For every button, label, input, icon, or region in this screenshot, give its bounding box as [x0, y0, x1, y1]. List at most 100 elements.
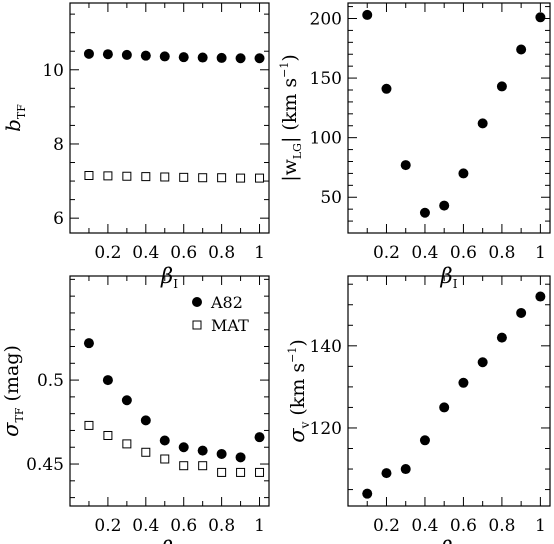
data-point-sigma-v: [439, 402, 450, 413]
y-tick-label: 150: [310, 69, 342, 89]
data-point-sigma-tf-mat: [255, 467, 265, 477]
x-tick-label: 1: [535, 516, 546, 536]
legend-marker-mat: [192, 320, 202, 330]
x-tick-label: 1: [254, 516, 265, 536]
data-point-b-tf-square: [84, 171, 94, 180]
data-point-w-lg: [516, 44, 527, 55]
data-point-sigma-tf-a82: [197, 445, 208, 456]
y-tick-label: 100: [310, 129, 342, 149]
data-point-sigma-tf-mat: [84, 420, 94, 430]
data-point-sigma-tf-a82: [140, 415, 151, 426]
x-tick-label: 0.8: [208, 516, 235, 536]
data-point-b-tf-square: [122, 171, 132, 181]
data-point-w-lg: [535, 12, 546, 23]
x-tick-label: 0.4: [411, 243, 438, 263]
x-axis-label: βI: [440, 537, 458, 544]
x-tick-label: 0.6: [450, 516, 477, 536]
data-point-b-tf-square: [103, 171, 113, 181]
data-point-b-tf: [216, 52, 227, 63]
data-point-sigma-tf-mat: [217, 467, 227, 477]
data-point-b-tf: [121, 49, 132, 60]
x-tick-label: 0.2: [373, 243, 400, 263]
data-point-sigma-tf-a82: [178, 442, 189, 453]
plot-frame: [347, 275, 551, 507]
data-point-sigma-tf-mat: [103, 430, 113, 440]
data-point-b-tf-square: [141, 172, 151, 182]
panel-sigma-v: 0.2 0.4 0.6 0.8 1 120 140 βI σv (km s−1): [285, 275, 551, 544]
data-point-b-tf-square: [179, 172, 189, 182]
data-point-w-lg: [477, 118, 488, 129]
data-point-sigma-tf-a82: [216, 448, 227, 459]
y-tick-label: 200: [310, 9, 342, 29]
plot-frame: [69, 275, 270, 507]
plot-frame: [69, 2, 270, 234]
data-point-w-lg: [362, 9, 373, 20]
data-point-sigma-v: [458, 377, 469, 388]
data-point-w-lg: [381, 83, 392, 94]
data-point-sigma-v: [496, 332, 507, 343]
data-point-sigma-v: [400, 464, 411, 475]
y-tick-label: 0.5: [37, 371, 64, 391]
y-tick-label: 6: [53, 209, 64, 229]
y-tick-label: 120: [310, 419, 342, 439]
data-point-sigma-v: [535, 291, 546, 302]
x-tick-label: 0.6: [170, 243, 197, 263]
data-point-w-lg: [439, 200, 450, 211]
data-point-sigma-v: [381, 468, 392, 479]
x-tick-label: 0.6: [170, 516, 197, 536]
x-tick-label: 1: [254, 243, 265, 263]
data-point-b-tf-square: [255, 173, 265, 183]
x-tick-label: 0.4: [411, 516, 438, 536]
x-tick-label: 0.2: [373, 516, 400, 536]
x-tick-label: 0.6: [450, 243, 477, 263]
data-point-sigma-tf-a82: [159, 435, 170, 446]
data-point-b-tf: [83, 48, 94, 59]
data-point-b-tf: [235, 53, 246, 64]
data-point-b-tf: [102, 49, 113, 60]
x-tick-label: 0.8: [488, 243, 515, 263]
x-tick-label: 0.4: [132, 243, 159, 263]
data-point-sigma-tf-mat: [236, 467, 246, 477]
panel-b-tf: 0.2 0.4 0.6 0.8 1 6 8 10 βI bTF: [1, 2, 270, 291]
data-point-b-tf: [178, 52, 189, 63]
x-tick-label: 1: [535, 243, 546, 263]
x-axis-label: βI: [440, 264, 458, 291]
data-point-sigma-tf-mat: [198, 461, 208, 471]
y-axis-label: |wLG| (km s−1): [278, 54, 304, 182]
data-point-b-tf-square: [198, 173, 208, 183]
x-tick-label: 0.2: [94, 243, 121, 263]
data-point-sigma-tf-a82: [102, 375, 113, 386]
data-point-sigma-tf-mat: [122, 439, 132, 449]
data-point-sigma-v: [516, 307, 527, 318]
data-point-b-tf: [140, 50, 151, 61]
data-point-sigma-tf-a82: [235, 452, 246, 463]
data-point-b-tf-square: [217, 173, 227, 183]
y-tick-label: 10: [42, 61, 64, 81]
y-tick-label: 140: [310, 337, 342, 357]
data-point-sigma-tf-mat: [160, 454, 170, 464]
data-point-sigma-tf-a82: [254, 432, 265, 443]
y-axis-label: σv (km s−1): [285, 339, 312, 443]
x-tick-label: 0.8: [488, 516, 515, 536]
x-tick-label: 0.4: [132, 516, 159, 536]
legend-marker-a82: [192, 297, 202, 307]
x-axis-label: βI: [160, 537, 178, 544]
x-tick-label: 0.8: [208, 243, 235, 263]
data-point-w-lg: [496, 81, 507, 92]
data-point-b-tf: [159, 51, 170, 62]
legend-label-a82: A82: [210, 293, 243, 312]
panel-sigma-tf: 0.2 0.4 0.6 0.8 1 0.45 0.5 βI σTF (mag) A82 MAT: [0, 275, 270, 544]
data-point-sigma-v: [362, 488, 373, 499]
y-axis-label: bTF: [1, 104, 28, 132]
data-point-b-tf-square: [236, 173, 246, 183]
y-tick-label: 50: [320, 188, 342, 208]
data-point-sigma-v: [477, 357, 488, 368]
data-point-b-tf: [254, 53, 265, 64]
x-axis-label: βI: [160, 264, 178, 291]
data-point-sigma-tf-a82: [83, 338, 94, 349]
y-tick-label: 8: [53, 135, 64, 155]
data-point-b-tf: [197, 52, 208, 63]
data-point-w-lg: [419, 207, 430, 218]
